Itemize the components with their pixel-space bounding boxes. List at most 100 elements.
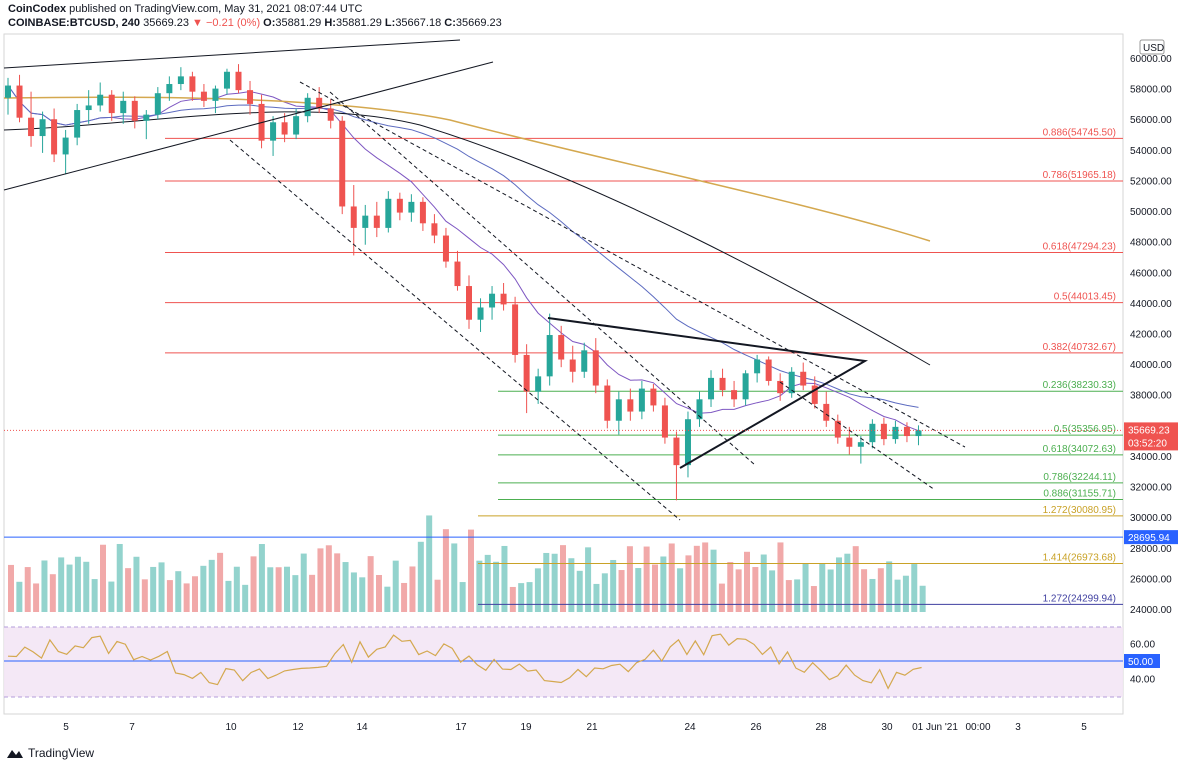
y-tick-label: 42000.00 xyxy=(1130,330,1172,341)
candle-body xyxy=(731,390,738,400)
fib-level-label: 0.382(40732.67) xyxy=(1043,342,1116,353)
x-tick-label: 7 xyxy=(129,722,135,733)
candle-body xyxy=(85,105,92,111)
triangle-pattern xyxy=(547,317,869,469)
candle-body xyxy=(466,286,472,320)
fib-level-label: 0.5(44013.45) xyxy=(1054,292,1116,303)
candle-body xyxy=(5,85,11,98)
x-tick-label: 17 xyxy=(455,722,467,733)
volume-bar xyxy=(183,583,190,612)
candle-body xyxy=(316,97,323,109)
volume-bar xyxy=(785,580,792,612)
symbol-label: COINBASE:BTCUSD, 240 xyxy=(8,17,141,29)
volume-bar xyxy=(685,555,692,612)
candle-body xyxy=(131,100,138,121)
candle-body xyxy=(28,117,35,137)
channel-mid-line xyxy=(329,91,756,466)
candle-body xyxy=(442,235,449,262)
y-tick-label: 38000.00 xyxy=(1130,391,1172,402)
volume-bar xyxy=(141,579,148,612)
candle-body xyxy=(339,120,346,207)
volume-bar xyxy=(125,568,132,612)
fib-level-label: 0.5(35356.95) xyxy=(1054,424,1116,435)
volume-bar xyxy=(769,570,776,612)
volume-bar xyxy=(434,579,441,612)
volume-bar xyxy=(894,579,901,612)
volume-bar xyxy=(392,560,399,612)
x-tick-label: 30 xyxy=(881,722,893,733)
volume-bar xyxy=(91,579,98,612)
candle-body xyxy=(51,119,58,155)
y-tick-label: 60000.00 xyxy=(1130,54,1172,65)
volume-bar xyxy=(802,563,809,612)
x-tick-label: 3 xyxy=(1015,722,1021,733)
volume-bar xyxy=(116,543,123,612)
candle-body xyxy=(638,388,645,412)
volume-bar xyxy=(752,567,759,612)
x-tick-label: 10 xyxy=(225,722,237,733)
x-tick-label: 24 xyxy=(684,722,696,733)
open-value: 35881.29 xyxy=(275,17,322,29)
candle-body xyxy=(120,100,127,114)
y-tick-label: 32000.00 xyxy=(1130,483,1172,494)
candle-body xyxy=(189,76,196,92)
volume-bar xyxy=(33,583,40,612)
channel-lower-line xyxy=(229,139,681,521)
last-price-label: 35669.23 xyxy=(1128,425,1170,436)
y-tick-label: 40000.00 xyxy=(1130,360,1172,371)
volume-bar xyxy=(317,548,324,612)
x-tick-label: 19 xyxy=(520,722,532,733)
ma-100-line xyxy=(3,111,931,366)
fib-level-label: 0.618(34072.63) xyxy=(1043,444,1116,455)
tradingview-logo-icon xyxy=(7,750,23,758)
candle-body xyxy=(235,71,242,91)
candle-body xyxy=(489,293,496,308)
volume-bar xyxy=(309,574,316,612)
volume-bar xyxy=(534,568,541,612)
volume-bar xyxy=(192,576,198,612)
volume-bar xyxy=(367,556,374,612)
x-tick-label: 01 Jun '21 xyxy=(912,722,958,733)
y-tick-label: 46000.00 xyxy=(1130,268,1172,279)
low-value: 35667.18 xyxy=(395,17,442,29)
volume-bar xyxy=(108,581,115,612)
candle-body xyxy=(39,119,46,137)
x-tick-label: 28 xyxy=(815,722,827,733)
volume-bar xyxy=(275,567,282,612)
volume-bar xyxy=(727,562,734,612)
candle-body xyxy=(800,371,807,386)
volume-bar xyxy=(643,546,650,612)
volume-bar xyxy=(551,553,558,612)
candle-body xyxy=(327,108,334,121)
volume-bar xyxy=(877,568,884,612)
volume-bar xyxy=(200,565,207,612)
rsi-tick-label: 60.00 xyxy=(1130,640,1155,651)
candle-body xyxy=(477,307,484,320)
volume-bar xyxy=(258,544,265,612)
volume-bar xyxy=(626,546,633,612)
volume-bar xyxy=(442,529,449,612)
y-tick-label: 50000.00 xyxy=(1130,207,1172,218)
volume-bar xyxy=(376,574,382,612)
fib-level-label: 1.272(30080.95) xyxy=(1043,505,1116,516)
volume-bar xyxy=(350,572,357,612)
candle-body xyxy=(177,76,184,85)
countdown-label: 03:52:20 xyxy=(1128,438,1167,449)
candle-body xyxy=(362,215,369,228)
rsi-line xyxy=(7,633,922,690)
candle-body xyxy=(765,359,772,381)
candle-body xyxy=(846,437,853,447)
volume-bar xyxy=(668,543,675,612)
volume-bar xyxy=(568,558,575,612)
volume-bar xyxy=(300,553,307,612)
volume-bar xyxy=(852,546,859,612)
candle-body xyxy=(373,215,380,228)
volume-bar xyxy=(518,583,525,612)
channel-lower-line-2 xyxy=(779,381,936,491)
volume-bar xyxy=(74,556,81,612)
y-tick-label: 44000.00 xyxy=(1130,299,1172,310)
volume-bar xyxy=(810,586,817,612)
volume-bar xyxy=(693,545,700,612)
volume-bar xyxy=(476,560,483,612)
